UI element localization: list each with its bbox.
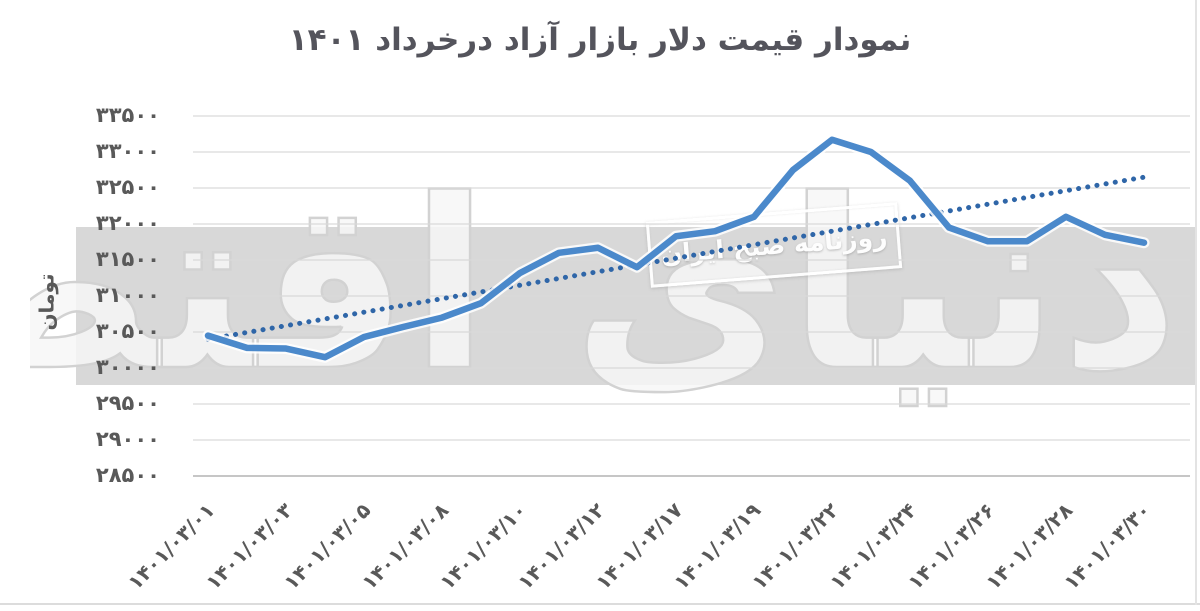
y-tick-label: ۳۳۰۰۰: [95, 139, 160, 163]
y-tick-label: ۲۸۵۰۰: [95, 463, 160, 487]
y-tick-label: ۲۹۵۰۰: [95, 391, 160, 415]
y-tick-label: ۳۱۰۰۰: [95, 283, 160, 307]
trendline-dotted: [205, 174, 1147, 342]
price-line: [204, 136, 1148, 361]
y-tick-label: ۳۰۰۰۰: [95, 355, 160, 379]
right-border: [1195, 0, 1197, 605]
y-tick-label: ۳۲۰۰۰: [95, 211, 160, 235]
y-tick-label: ۳۲۵۰۰: [95, 175, 160, 199]
watermark-band: [76, 227, 1197, 385]
y-tick-label: ۳۳۵۰۰: [95, 103, 160, 127]
y-tick-label: ۲۹۰۰۰: [95, 427, 160, 451]
bottom-divider: [0, 603, 1200, 605]
y-tick-label: ۳۱۵۰۰: [95, 247, 160, 271]
price-line-halo: [202, 134, 1150, 363]
chart-title: نمودار قیمت دلار بازار آزاد درخرداد ۱۴۰۱: [288, 22, 912, 58]
y-tick-label: ۳۰۵۰۰: [95, 319, 160, 343]
